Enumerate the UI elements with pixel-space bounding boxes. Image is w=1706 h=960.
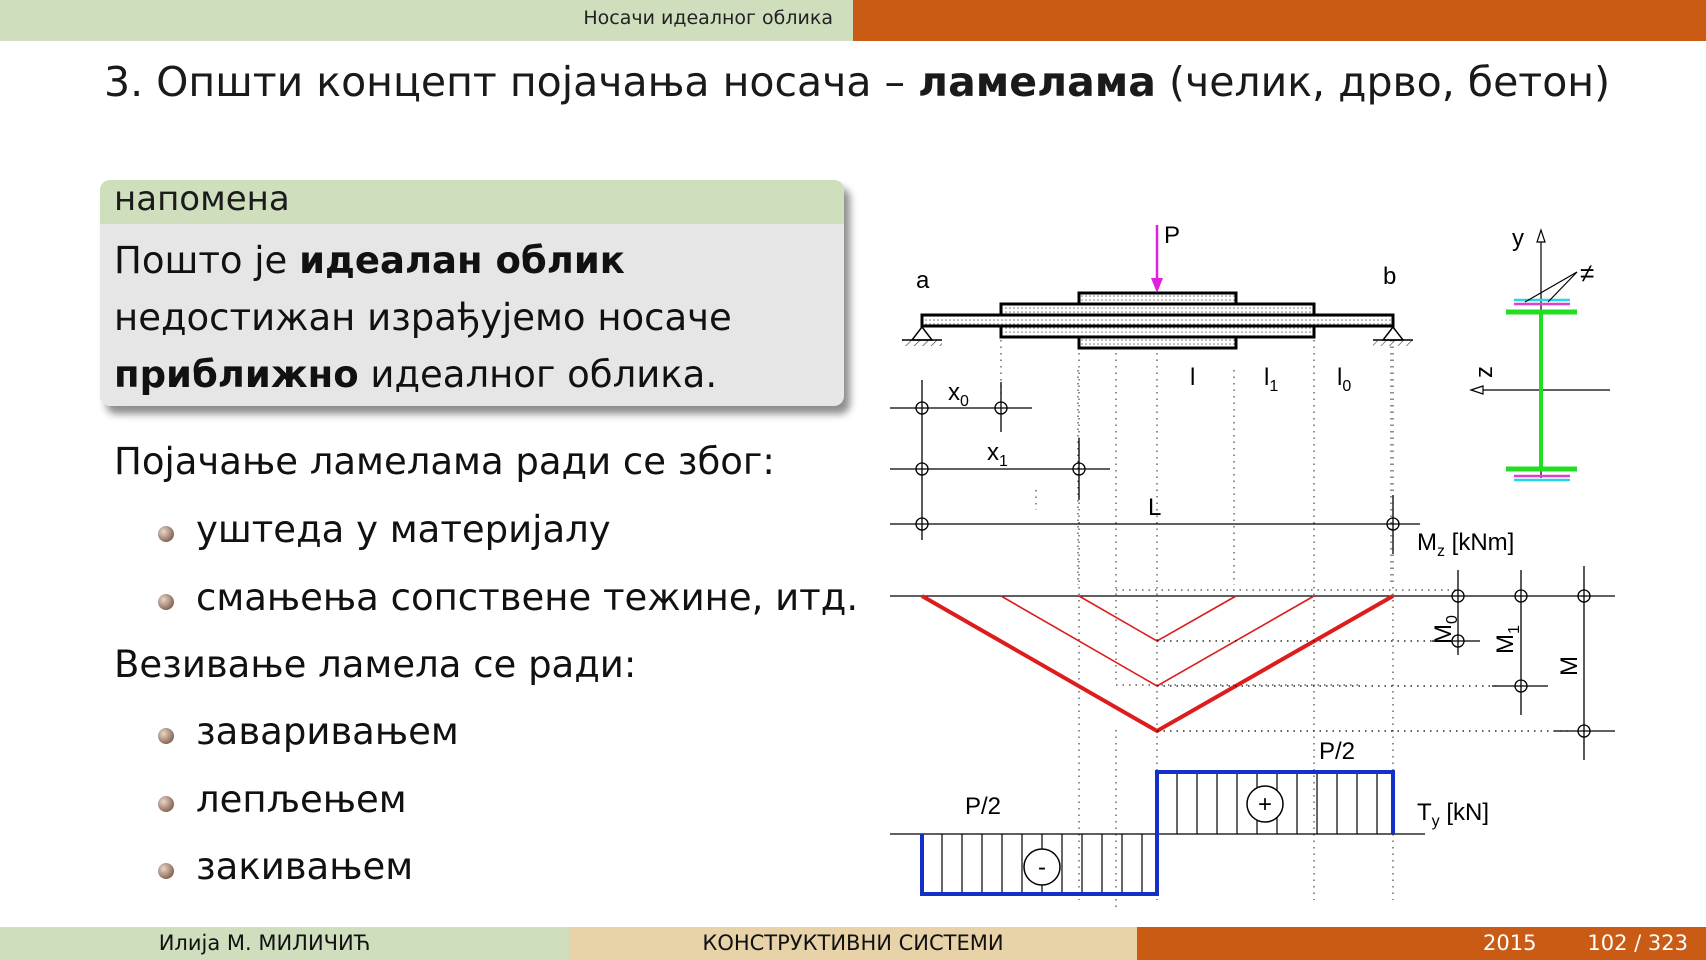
label-P: P [1164, 222, 1180, 249]
label-x0: x0 [948, 379, 969, 410]
load-arrow [1151, 225, 1163, 293]
label-l: l [1190, 364, 1195, 391]
footer-year: 2015 [1483, 931, 1537, 955]
note-bold: приближно [114, 353, 359, 396]
note-text: Пошто је [114, 239, 300, 282]
joining-heading: Везивање ламела се ради: [114, 643, 637, 686]
note-text: идеалног облика. [358, 353, 718, 396]
shear-minus-sign: - [1038, 854, 1046, 881]
axis-arrow-icon [1469, 385, 1484, 395]
section-title: Носачи идеалног облика [0, 0, 853, 41]
bullet-icon [158, 796, 174, 812]
bullet-icon [158, 728, 174, 744]
footer-author: Илија М. МИЛИЧИЋ [0, 927, 569, 960]
reasons-heading: Појачање ламелама ради се због: [114, 440, 775, 483]
cross-section [1469, 228, 1610, 482]
moment-dimensions [1157, 566, 1615, 760]
note-body: Пошто је идеалан облик недостижан израђу… [100, 224, 844, 403]
joining-item: заваривањем [196, 710, 459, 753]
leader-line [1524, 271, 1578, 303]
beam-diagram: P a b l l1 l0 x0 x1 L y ≠ z M [890, 222, 1615, 910]
beam-bottom-lamella-2 [1077, 335, 1238, 350]
bullet-icon [158, 526, 174, 542]
dim-node [1577, 589, 1591, 603]
label-M1: M1 [1492, 625, 1523, 654]
note-bold: идеалан облик [299, 239, 625, 282]
label-a: a [916, 267, 930, 294]
top-bar-accent [853, 0, 1706, 41]
joining-item: закивањем [196, 845, 414, 888]
plus-sign-circle [1246, 785, 1284, 823]
support-hatch [1373, 340, 1413, 346]
label-Mz: Mz [kNm] [1417, 529, 1514, 560]
dim-node [1386, 517, 1400, 531]
label-neq: ≠ [1580, 258, 1594, 288]
note-heading: напомена [100, 180, 844, 224]
footer-course: КОНСТРУКТИВНИ СИСТЕМИ [569, 927, 1137, 960]
load-arrow-head [1151, 278, 1163, 293]
label-M0: M0 [1430, 615, 1461, 644]
note-line-1: Пошто је идеалан облик [114, 232, 830, 289]
minus-sign-circle [1023, 848, 1061, 886]
footer-right: 2015 102 / 323 [1137, 927, 1706, 960]
axis-arrow-icon [1536, 228, 1546, 243]
dim-node [1577, 724, 1591, 738]
note-line-3: приближно идеалног облика. [114, 346, 830, 403]
moment-line-M0 [1078, 595, 1237, 642]
label-half-left: P/2 [965, 793, 1001, 820]
dim-node [1451, 589, 1465, 603]
label-z: z [1471, 366, 1498, 378]
moment-diagram [890, 594, 1615, 734]
dim-node [915, 401, 929, 415]
dim-node [915, 517, 929, 531]
support-triangle [910, 325, 934, 341]
note-line-2: недостижан израђујемо носаче [114, 296, 732, 339]
reason-item: смањења сопствене тежине, итд. [196, 576, 859, 619]
slide-title: 3. Општи концепт појачања носача – ламел… [104, 58, 1610, 106]
top-bar: Носачи идеалног облика [0, 0, 1706, 41]
support-a [902, 325, 942, 346]
shear-plus-sign: + [1258, 791, 1272, 818]
label-Ty: Ty [kN] [1417, 799, 1489, 830]
dim-node [1072, 462, 1086, 476]
beam-top-lamella-1 [999, 302, 1316, 317]
label-b: b [1383, 263, 1396, 290]
shear-line [920, 770, 1395, 896]
reason-item: уштеда у материјалу [196, 508, 611, 551]
title-bold: ламелама [918, 58, 1156, 106]
dim-node [1451, 634, 1465, 648]
title-suffix: (челик, дрво, бетон) [1155, 58, 1611, 106]
shear-hatching [941, 772, 1378, 894]
beam [920, 291, 1395, 350]
beam-bottom-lamella-1 [999, 324, 1316, 339]
label-y: y [1512, 225, 1524, 252]
footer: Илија М. МИЛИЧИЋ КОНСТРУКТИВНИ СИСТЕМИ 2… [0, 927, 1706, 960]
support-b [1373, 325, 1413, 346]
label-l1: l1 [1264, 364, 1278, 395]
title-prefix: 3. Општи концепт појачања носача – [104, 58, 919, 106]
dim-node [1514, 679, 1528, 693]
dim-node [1514, 589, 1528, 603]
label-x1: x1 [987, 439, 1008, 470]
label-L: L [1148, 494, 1161, 521]
beam-base [920, 313, 1395, 328]
bullet-icon [158, 863, 174, 879]
label-l0: l0 [1337, 364, 1351, 395]
bullet-icon [158, 594, 174, 610]
dim-node [994, 401, 1008, 415]
dimension-lines [890, 380, 1420, 554]
note-block: напомена Пошто је идеалан облик недостиж… [100, 180, 844, 406]
label-M: M [1556, 656, 1583, 676]
label-half-right: P/2 [1319, 738, 1355, 765]
support-hatch [902, 340, 942, 346]
leader-line [1547, 271, 1578, 303]
beam-top-lamella-2 [1077, 291, 1238, 306]
shear-diagram [890, 770, 1425, 896]
support-triangle [1381, 325, 1405, 341]
dim-node [915, 462, 929, 476]
page-number: 102 / 323 [1587, 931, 1688, 955]
joining-item: лепљењем [196, 778, 407, 821]
